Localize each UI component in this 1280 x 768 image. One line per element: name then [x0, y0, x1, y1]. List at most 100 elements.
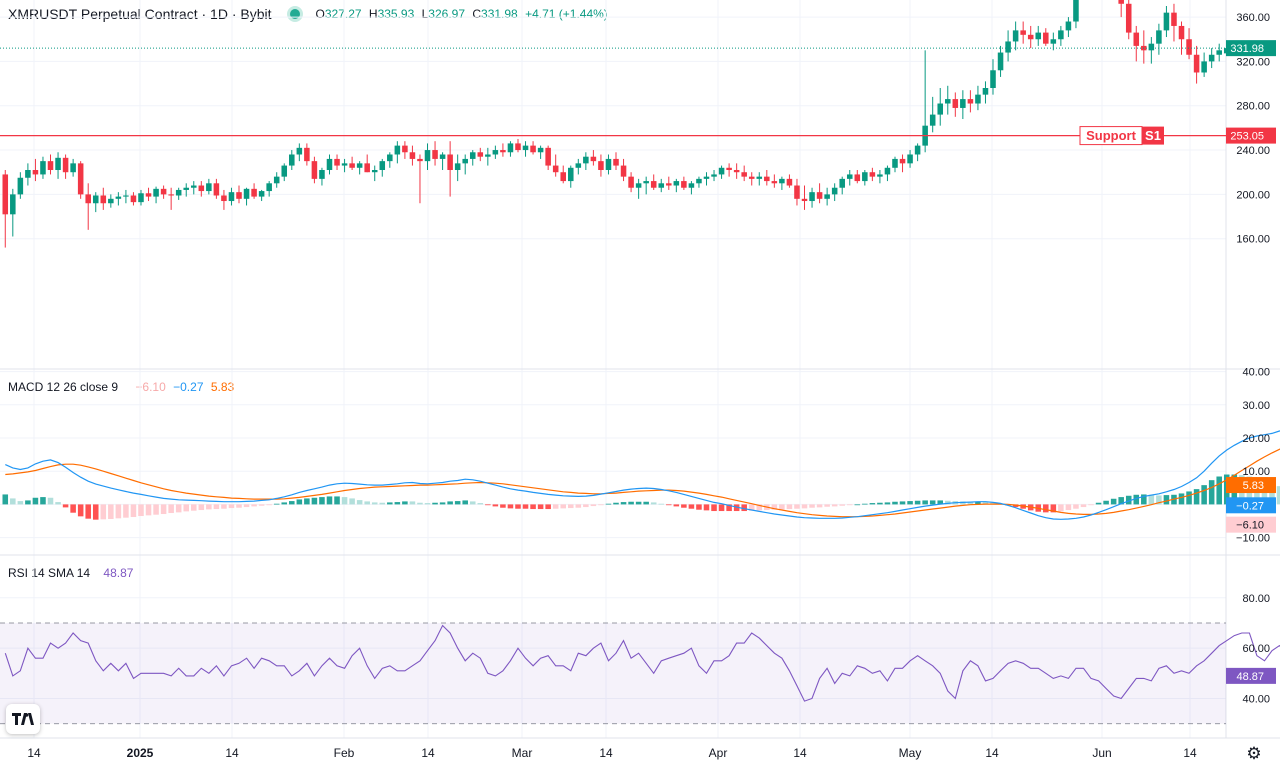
histogram-bar	[153, 504, 159, 515]
candle-body	[439, 154, 446, 159]
candle	[824, 187, 830, 206]
histogram-bar	[334, 496, 340, 505]
candle-body	[1035, 32, 1042, 40]
candle-body	[17, 177, 24, 195]
rsi-value-tag	[1226, 667, 1276, 684]
candle-body	[138, 193, 144, 203]
histogram-bar	[1043, 504, 1049, 513]
candle-body	[160, 188, 167, 195]
candle-body	[198, 185, 205, 192]
histogram-bar	[243, 504, 250, 508]
settings-gear-icon[interactable]: ⚙	[1246, 744, 1262, 763]
candle-body	[402, 145, 408, 153]
candle-body	[816, 192, 823, 199]
histogram-bar	[341, 497, 348, 505]
candle-body	[379, 161, 386, 171]
histogram-bar	[1080, 504, 1087, 508]
candle-body	[914, 145, 921, 155]
histogram-bar	[304, 498, 310, 505]
candle-body	[1193, 54, 1200, 73]
candle	[545, 145, 551, 171]
candle-body	[492, 150, 499, 155]
histogram-bar	[537, 504, 544, 510]
histogram-bar	[816, 504, 823, 508]
y-tick-label: 240.00	[1236, 145, 1270, 157]
candle	[620, 158, 627, 182]
candle	[696, 176, 702, 188]
histogram-bar	[967, 501, 974, 505]
candle	[1141, 30, 1147, 64]
histogram-bar	[862, 503, 868, 505]
candle	[560, 165, 566, 184]
histogram-bar	[945, 500, 951, 505]
candle-body	[77, 163, 84, 195]
candle	[326, 154, 333, 175]
histogram-bar	[311, 497, 318, 505]
candle	[703, 172, 710, 186]
histogram-bar	[1058, 504, 1064, 512]
candle	[507, 141, 514, 157]
candle-body	[417, 158, 423, 162]
candle-body	[341, 163, 348, 166]
candle	[1186, 28, 1192, 60]
histogram-bar	[168, 504, 174, 514]
histogram-bar	[70, 504, 76, 513]
histogram-bar	[462, 500, 468, 505]
candle-body	[515, 143, 521, 151]
candle-body	[266, 183, 272, 192]
y-tick-label: 200.00	[1236, 189, 1270, 201]
x-tick-label: May	[899, 746, 922, 760]
candle	[1193, 45, 1200, 84]
candle	[764, 170, 770, 186]
rsi-legend[interactable]: RSI 14 SMA 14 48.87	[8, 566, 133, 580]
candle	[40, 156, 46, 179]
macd-legend[interactable]: MACD 12 26 close 9 −6.10 −0.27 5.83	[8, 380, 234, 394]
signal-line	[5, 448, 1280, 518]
candle-body	[658, 183, 665, 188]
histogram-bar	[779, 504, 785, 510]
candle	[228, 187, 235, 206]
candle-body	[748, 176, 755, 179]
candle-body	[25, 170, 31, 178]
candle	[846, 170, 853, 186]
candle-body	[590, 156, 597, 162]
histogram-bar	[1133, 494, 1140, 505]
tradingview-logo[interactable]	[6, 704, 40, 734]
histogram-bar	[145, 504, 152, 516]
candle	[613, 152, 619, 171]
x-tick-label: 14	[985, 746, 999, 760]
candle	[1043, 28, 1049, 46]
candle-body	[575, 163, 582, 168]
candle	[198, 181, 205, 197]
axis-value-tag-label: −0.27	[1236, 500, 1264, 512]
candle-body	[236, 192, 242, 199]
histogram-bar	[191, 504, 197, 511]
candle-body	[477, 152, 484, 157]
candle-body	[40, 161, 46, 175]
histogram-bar	[907, 501, 913, 505]
candle-body	[650, 181, 657, 188]
candle-body	[1208, 54, 1215, 62]
histogram-bar	[1088, 504, 1094, 506]
histogram-bar	[507, 504, 514, 509]
histogram-bar	[183, 504, 189, 512]
candle-body	[666, 183, 672, 186]
candle	[899, 154, 906, 173]
histogram-bar	[160, 504, 167, 515]
candle-body	[1073, 0, 1079, 22]
candle-body	[990, 70, 996, 89]
candle	[816, 183, 823, 204]
histogram-bar	[2, 494, 9, 505]
y-tick-label: 40.00	[1242, 694, 1270, 706]
axis-value-tag	[1226, 516, 1276, 533]
histogram-bar	[1103, 500, 1109, 505]
candle-body	[1118, 0, 1124, 4]
histogram-bar	[130, 504, 137, 518]
x-tick-label: Feb	[334, 746, 355, 760]
candle	[469, 150, 476, 166]
candle	[922, 50, 928, 153]
candle	[251, 183, 257, 199]
candle	[1065, 17, 1072, 38]
candle-body	[869, 172, 876, 177]
